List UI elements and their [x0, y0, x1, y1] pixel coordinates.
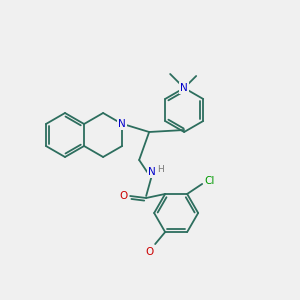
Text: N: N	[148, 167, 156, 177]
Text: H: H	[157, 164, 164, 173]
Text: N: N	[118, 119, 126, 129]
Text: Cl: Cl	[204, 176, 214, 186]
Text: N: N	[180, 83, 188, 93]
Text: O: O	[119, 191, 127, 201]
Text: O: O	[145, 247, 153, 257]
